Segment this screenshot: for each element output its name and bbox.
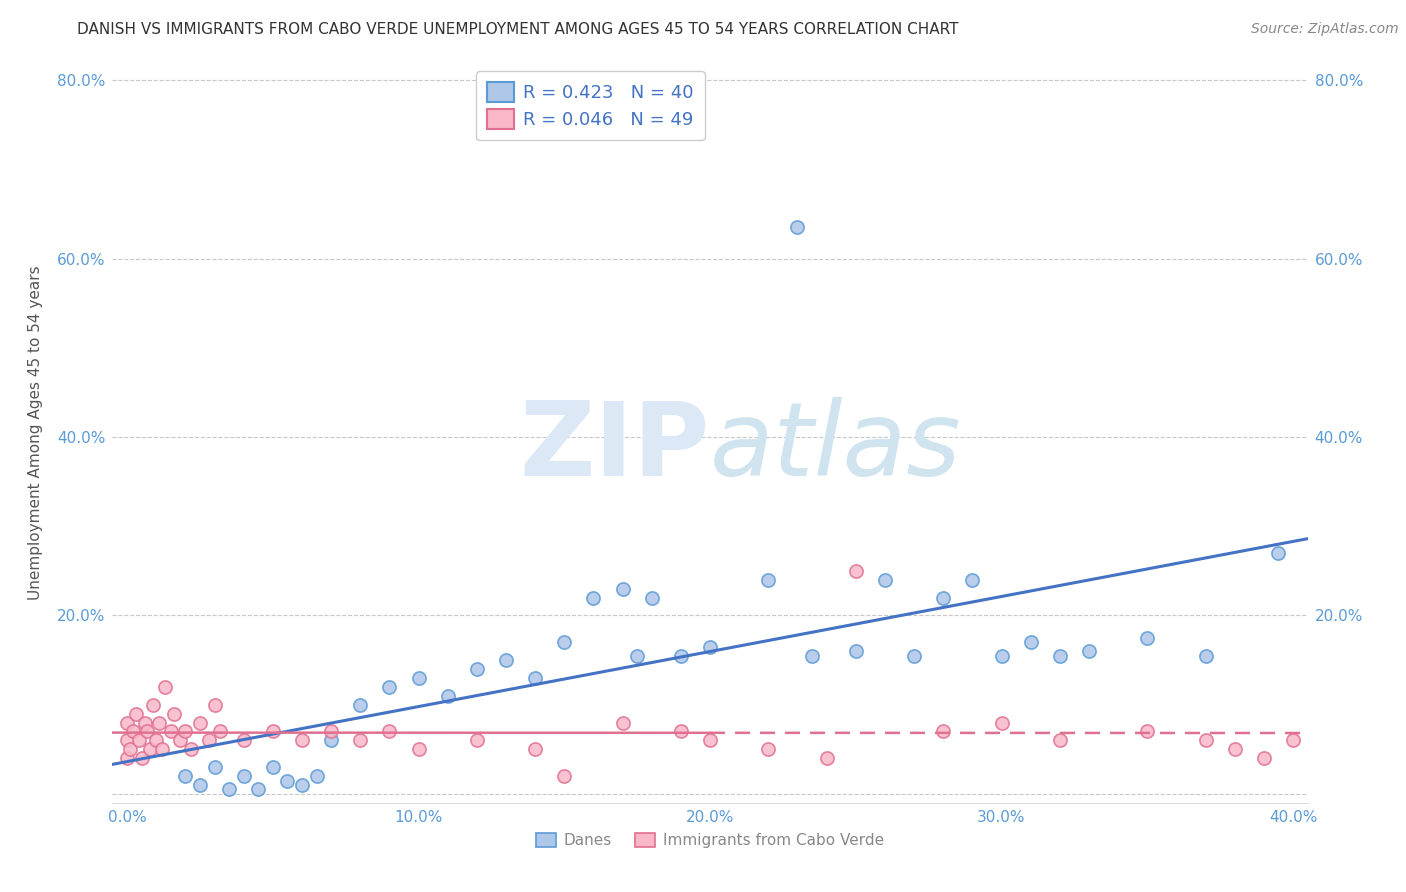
Point [990,648,1012,663]
Point [465,733,488,747]
Point [218,782,240,797]
Text: Source: ZipAtlas.com: Source: ZipAtlas.com [1251,22,1399,37]
Point [932,724,955,739]
Point [174,769,197,783]
Point [669,648,692,663]
Point [319,724,342,739]
Point [801,648,824,663]
Point [145,733,167,747]
Text: DANISH VS IMMIGRANTS FROM CABO VERDE UNEMPLOYMENT AMONG AGES 45 TO 54 YEARS CORR: DANISH VS IMMIGRANTS FROM CABO VERDE UNE… [77,22,959,37]
Point [408,671,430,685]
Point [815,751,838,765]
Point [990,715,1012,730]
Point [262,760,284,774]
Point [349,733,371,747]
Point [122,724,145,739]
Point [169,733,191,747]
Point [131,751,153,765]
Point [291,778,314,792]
Point [465,662,488,676]
Point [115,733,138,747]
Point [134,715,156,730]
Point [1019,635,1042,649]
Point [699,640,721,654]
Point [1078,644,1101,658]
Point [148,715,170,730]
Point [378,680,401,694]
Point [1282,733,1305,747]
Point [153,680,176,694]
Point [612,582,634,596]
Point [699,733,721,747]
Point [845,644,868,658]
Point [319,733,342,747]
Point [232,733,254,747]
Point [553,769,575,783]
Point [612,715,634,730]
Point [188,778,211,792]
Point [873,573,896,587]
Point [1136,631,1159,645]
Point [174,724,197,739]
Point [115,751,138,765]
Point [142,698,165,712]
Point [159,724,181,739]
Point [349,698,371,712]
Point [1194,733,1216,747]
Point [180,742,202,756]
Point [291,733,314,747]
Point [962,573,984,587]
Point [136,724,159,739]
Legend: Danes, Immigrants from Cabo Verde: Danes, Immigrants from Cabo Verde [530,827,890,855]
Text: ZIP: ZIP [520,397,710,498]
Point [756,573,779,587]
Point [1136,724,1159,739]
Point [276,773,298,788]
Point [378,724,401,739]
Point [495,653,517,667]
Point [1194,648,1216,663]
Point [1049,733,1071,747]
Point [150,742,173,756]
Y-axis label: Unemployment Among Ages 45 to 54 years: Unemployment Among Ages 45 to 54 years [28,265,44,600]
Point [641,591,664,605]
Point [305,769,328,783]
Point [932,591,955,605]
Point [204,698,226,712]
Point [524,742,547,756]
Point [626,648,648,663]
Point [232,769,254,783]
Point [845,564,868,578]
Point [247,782,270,797]
Point [669,724,692,739]
Point [436,689,458,703]
Point [197,733,219,747]
Point [524,671,547,685]
Point [786,220,808,235]
Point [163,706,186,721]
Point [1267,546,1289,560]
Point [115,715,138,730]
Point [125,706,148,721]
Point [139,742,162,756]
Point [553,635,575,649]
Point [756,742,779,756]
Point [118,742,141,756]
Point [204,760,226,774]
Point [188,715,211,730]
Point [582,591,605,605]
Point [262,724,284,739]
Point [408,742,430,756]
Point [128,733,150,747]
Point [209,724,232,739]
Point [1253,751,1275,765]
Point [903,648,925,663]
Point [1049,648,1071,663]
Text: atlas: atlas [710,398,962,498]
Point [1223,742,1246,756]
